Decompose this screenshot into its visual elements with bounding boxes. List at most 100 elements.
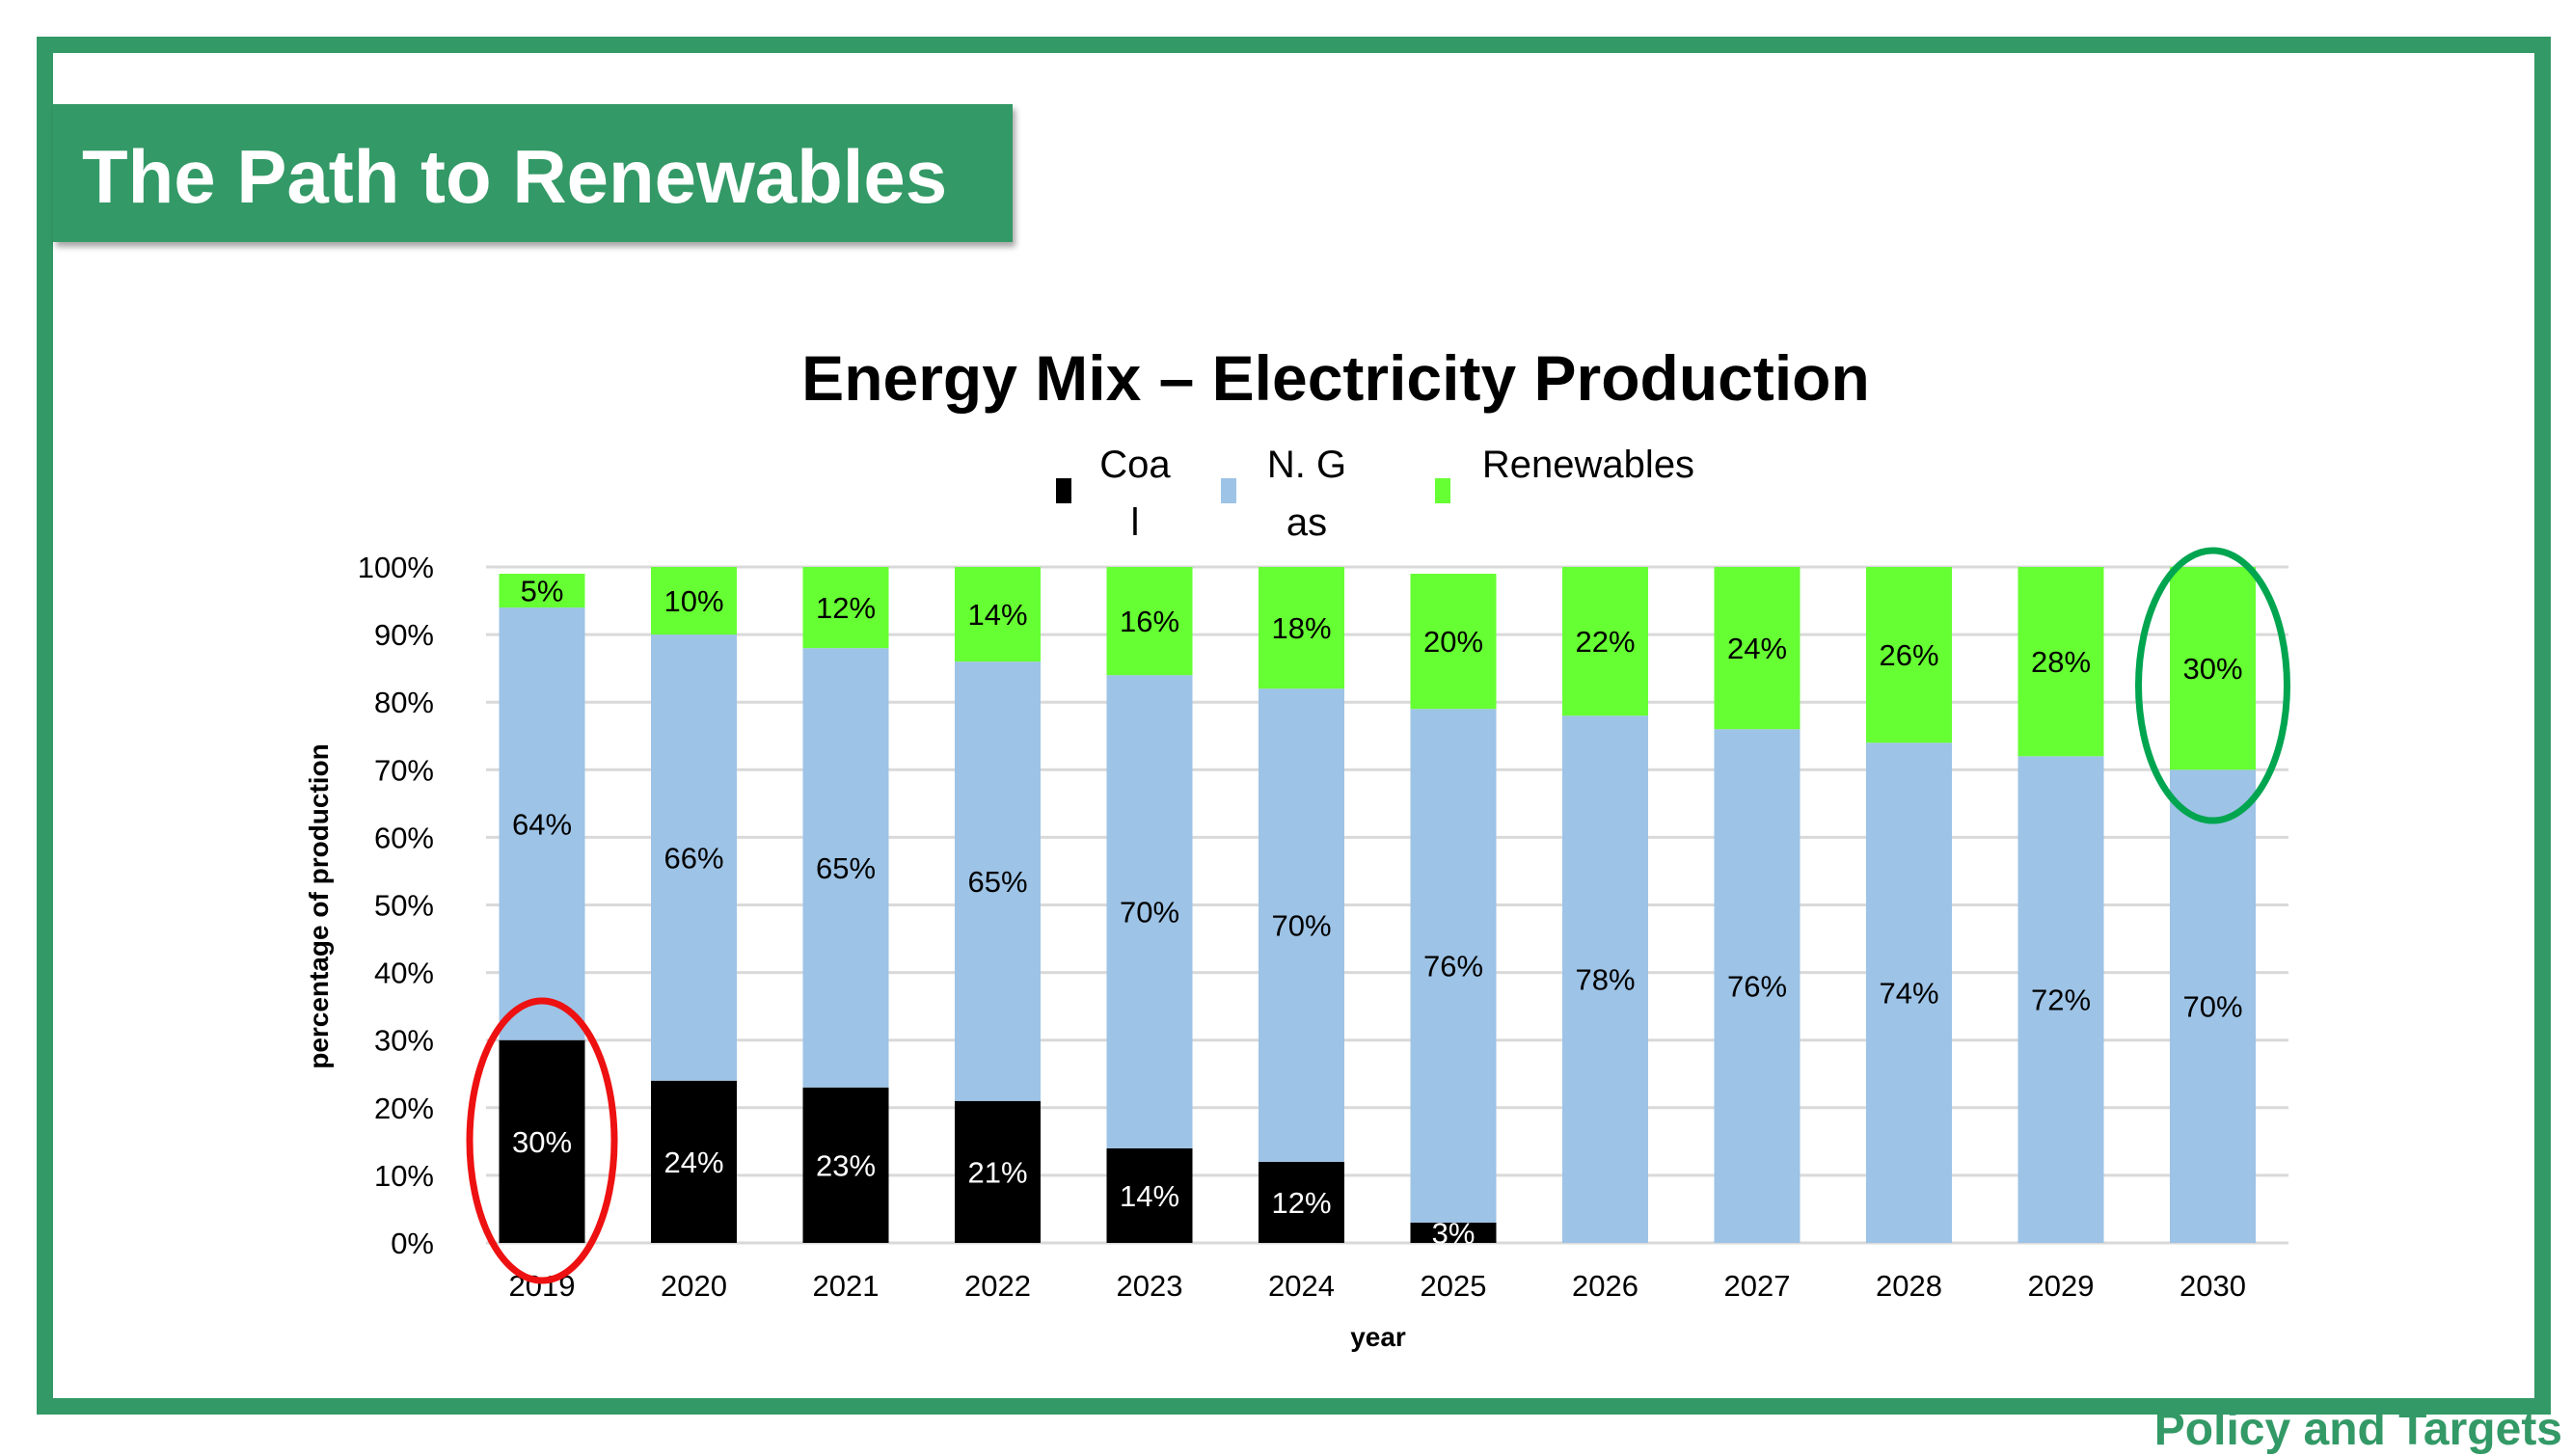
bar-renewables-2030	[2170, 567, 2256, 770]
highlight-ellipse-2030-renewables	[2135, 547, 2290, 824]
bar-n-gas-2026	[1562, 715, 1648, 1243]
data-label: 18%	[1271, 611, 1331, 645]
x-tick-label: 2029	[2028, 1269, 2095, 1303]
annotations	[466, 547, 2290, 1284]
data-label: 72%	[2031, 984, 2091, 1017]
bar-renewables-2020	[651, 567, 737, 635]
x-tick-label: 2028	[1876, 1269, 1942, 1303]
data-label: 3%	[1432, 1216, 1476, 1250]
y-tick-label: 60%	[374, 821, 434, 854]
data-label: 12%	[1271, 1186, 1331, 1220]
data-label: 24%	[663, 1146, 723, 1179]
data-label: 22%	[1575, 625, 1635, 659]
data-label: 74%	[1879, 977, 1938, 1011]
y-tick-label: 100%	[358, 551, 434, 584]
bar-coal-2024	[1259, 1161, 1344, 1243]
data-label: 10%	[663, 584, 723, 618]
y-axis-label: percentage of production	[304, 743, 334, 1069]
highlight-ellipse-2019-coal	[466, 997, 618, 1284]
data-label: 65%	[816, 851, 876, 885]
bar-n-gas-2025	[1410, 709, 1497, 1223]
chart-title: Energy Mix – Electricity Production	[801, 342, 1870, 414]
bar-n-gas-2028	[1866, 742, 1952, 1243]
y-tick-label: 90%	[374, 618, 434, 652]
bar-n-gas-2027	[1714, 729, 1800, 1243]
legend-swatch	[1056, 478, 1071, 503]
legend-label: Coal	[1099, 444, 1171, 544]
legend-item: N. Gas	[1221, 436, 1350, 552]
bar-renewables-2023	[1106, 567, 1193, 676]
bar-renewables-2026	[1562, 567, 1648, 716]
x-tick-label: 2020	[661, 1269, 727, 1303]
bar-n-gas-2019	[499, 607, 585, 1040]
y-tick-label: 0%	[391, 1227, 434, 1260]
bars	[499, 567, 2256, 1243]
data-label: 14%	[967, 598, 1027, 632]
data-label: 76%	[1423, 950, 1483, 984]
bar-renewables-2027	[1714, 567, 1800, 730]
bar-coal-2022	[955, 1100, 1041, 1243]
x-tick-label: 2023	[1117, 1269, 1183, 1303]
slide-frame	[37, 37, 2551, 1415]
bar-coal-2021	[802, 1087, 889, 1243]
bar-coal-2020	[651, 1080, 737, 1243]
footer-section-title: Policy and Targets	[2153, 1404, 2562, 1455]
x-tick-label: 2027	[1724, 1269, 1791, 1303]
slide-title: The Path to Renewables	[82, 134, 948, 219]
x-tick-label: 2024	[1268, 1269, 1335, 1303]
data-label: 65%	[967, 865, 1027, 899]
data-label: 70%	[2182, 990, 2242, 1024]
bar-renewables-2022	[955, 567, 1041, 662]
legend-item: Renewables	[1435, 436, 1699, 503]
data-label: 20%	[1423, 625, 1483, 659]
legend-label: Renewables	[1481, 444, 1695, 486]
y-tick-label: 50%	[374, 889, 434, 923]
bar-n-gas-2030	[2170, 769, 2256, 1243]
x-tick-label: 2030	[2179, 1269, 2246, 1303]
bar-n-gas-2024	[1259, 688, 1344, 1162]
data-label: 30%	[2182, 652, 2242, 686]
bar-n-gas-2021	[802, 648, 889, 1088]
legend-label: N. Gas	[1266, 444, 1347, 544]
data-label: 76%	[1727, 970, 1787, 1004]
x-tick-label: 2025	[1421, 1269, 1487, 1303]
bar-renewables-2021	[802, 567, 889, 649]
legend-swatch	[1221, 478, 1236, 503]
data-label: 70%	[1271, 909, 1331, 943]
bar-n-gas-2029	[2017, 756, 2104, 1243]
gridlines	[486, 565, 2288, 1245]
bar-n-gas-2023	[1106, 675, 1193, 1148]
bar-renewables-2024	[1259, 567, 1344, 689]
x-tick-label: 2022	[964, 1269, 1031, 1303]
data-label: 26%	[1879, 638, 1938, 672]
x-tick-label: 2026	[1572, 1269, 1638, 1303]
y-tick-label: 70%	[374, 753, 434, 787]
legend-item: Coal	[1056, 436, 1172, 552]
data-label: 14%	[1120, 1179, 1179, 1213]
bar-coal-2023	[1106, 1147, 1193, 1243]
title-banner: The Path to Renewables	[53, 104, 1013, 242]
data-label: 16%	[1120, 605, 1179, 638]
bar-n-gas-2022	[955, 661, 1041, 1101]
bar-renewables-2028	[1866, 567, 1952, 743]
data-label: 21%	[967, 1155, 1027, 1189]
data-label: 23%	[816, 1148, 876, 1182]
x-tick-label: 2021	[813, 1269, 880, 1303]
bar-n-gas-2020	[651, 634, 737, 1081]
legend-swatch	[1435, 478, 1450, 503]
data-label: 70%	[1120, 896, 1179, 930]
y-tick-label: 40%	[374, 957, 434, 990]
data-label: 24%	[1727, 632, 1787, 665]
data-label: 28%	[2031, 645, 2091, 679]
data-label: 12%	[816, 591, 876, 625]
bar-coal-2019	[499, 1039, 585, 1243]
data-label: 78%	[1575, 963, 1635, 997]
y-tick-label: 10%	[374, 1159, 434, 1193]
data-labels: 30% 64% 5% 24% 66% 10% 23% 65% 12% 21% 65% 14% 14% 70…	[512, 575, 2243, 1251]
y-tick-label: 30%	[374, 1024, 434, 1058]
y-tick-label: 80%	[374, 686, 434, 719]
x-axis-label: year	[1350, 1322, 1406, 1352]
data-label: 64%	[512, 807, 572, 841]
bar-coal-2025	[1410, 1222, 1497, 1243]
